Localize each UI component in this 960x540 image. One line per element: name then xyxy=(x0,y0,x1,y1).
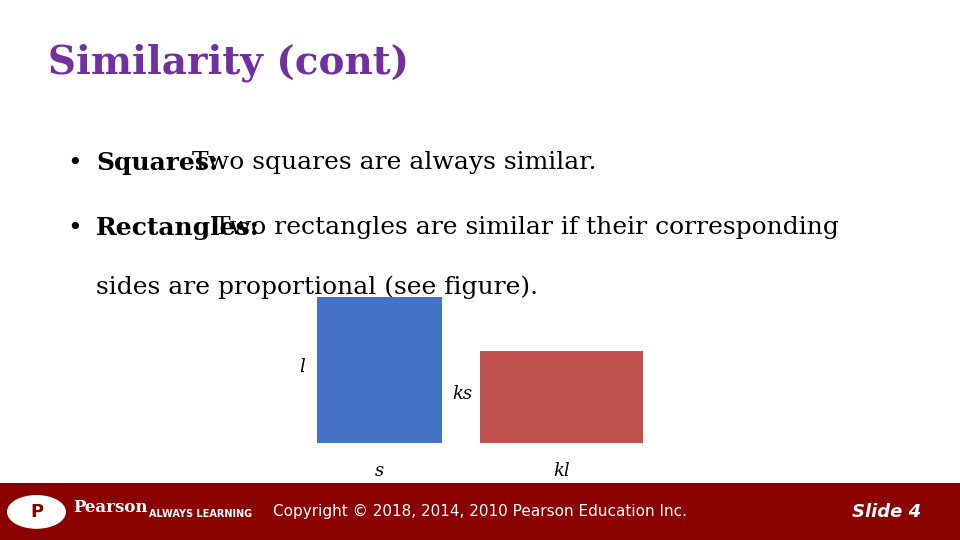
Text: Similarity (cont): Similarity (cont) xyxy=(48,43,409,82)
Text: Two squares are always similar.: Two squares are always similar. xyxy=(184,151,597,174)
Bar xyxy=(480,351,643,443)
Text: Squares:: Squares: xyxy=(96,151,218,175)
Text: ks: ks xyxy=(452,385,472,403)
Text: •: • xyxy=(67,216,82,240)
Text: s: s xyxy=(374,462,384,480)
Text: sides are proportional (see figure).: sides are proportional (see figure). xyxy=(96,275,539,299)
Text: P: P xyxy=(30,503,43,521)
Text: l: l xyxy=(300,358,305,376)
Text: Copyright © 2018, 2014, 2010 Pearson Education Inc.: Copyright © 2018, 2014, 2010 Pearson Edu… xyxy=(273,504,687,519)
Text: Rectangles:: Rectangles: xyxy=(96,216,260,240)
Text: kl: kl xyxy=(553,462,570,480)
Text: •: • xyxy=(67,151,82,175)
Text: Pearson: Pearson xyxy=(73,499,148,516)
Bar xyxy=(0,483,960,540)
Text: Two rectangles are similar if their corresponding: Two rectangles are similar if their corr… xyxy=(206,216,839,239)
Bar xyxy=(317,297,442,443)
Text: ALWAYS LEARNING: ALWAYS LEARNING xyxy=(149,509,252,519)
Text: Slide 4: Slide 4 xyxy=(852,503,922,521)
Circle shape xyxy=(8,496,65,528)
